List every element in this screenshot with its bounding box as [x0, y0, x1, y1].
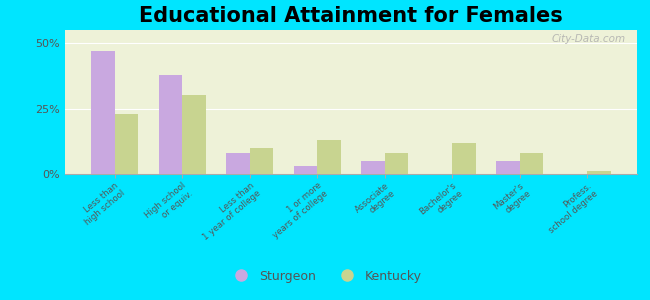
- Bar: [317, 140, 341, 174]
- Legend: Sturgeon, Kentucky: Sturgeon, Kentucky: [224, 265, 426, 288]
- Bar: [91, 51, 114, 174]
- Title: Educational Attainment for Females: Educational Attainment for Females: [139, 6, 563, 26]
- Bar: [159, 74, 182, 174]
- Bar: [385, 153, 408, 174]
- Bar: [588, 171, 611, 174]
- Bar: [496, 161, 520, 174]
- Bar: [182, 95, 206, 174]
- Bar: [250, 148, 274, 174]
- Bar: [114, 114, 138, 174]
- Bar: [361, 161, 385, 174]
- Bar: [294, 166, 317, 174]
- Text: City-Data.com: City-Data.com: [551, 34, 625, 44]
- Bar: [452, 142, 476, 174]
- Bar: [520, 153, 543, 174]
- Bar: [226, 153, 250, 174]
